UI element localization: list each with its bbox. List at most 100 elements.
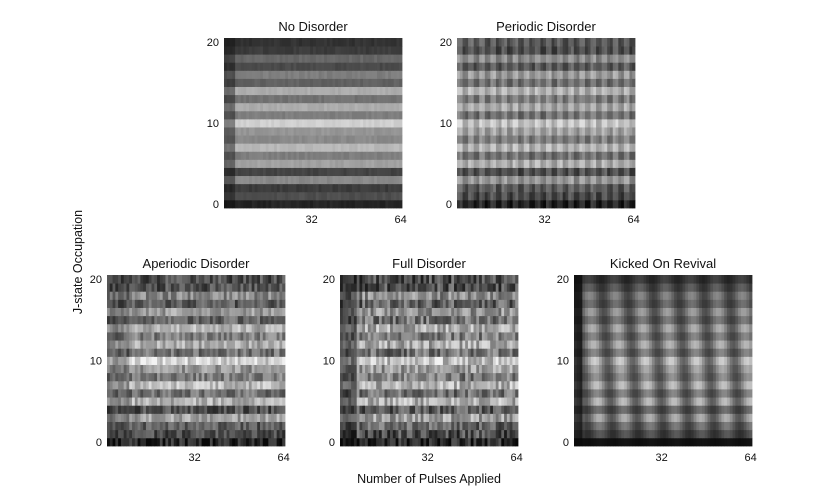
heatmap-cell	[612, 102, 616, 112]
heatmap-cell	[273, 356, 278, 365]
heatmap-cell	[115, 429, 119, 439]
heatmap-cell	[310, 183, 314, 193]
heatmap-cell	[462, 118, 466, 128]
heatmap-cell	[388, 86, 392, 96]
heatmap-cell	[212, 315, 216, 325]
heatmap-cell	[562, 78, 566, 87]
heatmap-cell	[498, 86, 502, 96]
heatmap-cell	[315, 167, 319, 177]
heatmap-cell	[473, 46, 477, 55]
heatmap-cell	[498, 413, 502, 422]
heatmap-cell	[392, 405, 397, 414]
heatmap-cell	[279, 405, 283, 414]
heatmap-cell	[401, 364, 405, 374]
heatmap-cell	[109, 332, 113, 341]
heatmap-cell	[537, 199, 541, 209]
heatmap-cell	[582, 191, 586, 201]
heatmap-cell	[473, 421, 477, 431]
heatmap-cell	[501, 199, 505, 209]
heatmap-cell	[273, 340, 278, 349]
heatmap-cell	[170, 364, 175, 374]
heatmap-cell	[388, 159, 392, 168]
heatmap-cell	[390, 151, 395, 160]
heatmap-cell	[357, 199, 361, 209]
heatmap-cell	[359, 332, 363, 341]
heatmap-cell	[456, 413, 460, 422]
heatmap-cell	[234, 299, 239, 308]
heatmap-cell	[576, 46, 580, 55]
heatmap-cell	[512, 167, 516, 177]
heatmap-cell	[351, 356, 355, 365]
heatmap-cell	[276, 183, 281, 193]
heatmap-cell	[165, 397, 169, 406]
heatmap-cell	[462, 110, 466, 120]
heatmap-cell	[348, 397, 352, 406]
heatmap-cell	[282, 372, 286, 382]
heatmap-cell	[587, 159, 591, 168]
heatmap-cell	[459, 397, 463, 406]
heatmap-cell	[484, 356, 488, 365]
heatmap-cell	[259, 405, 264, 414]
heatmap-cell	[262, 275, 266, 284]
heatmap-cell	[388, 199, 392, 209]
heatmap-cell	[335, 191, 339, 201]
heatmap-cell	[262, 127, 267, 136]
heatmap-cell	[509, 135, 514, 144]
heatmap-cell	[607, 118, 611, 128]
heatmap-cell	[365, 151, 370, 160]
heatmap-cell	[571, 199, 575, 209]
heatmap-cell	[609, 167, 614, 177]
heatmap-cell	[465, 372, 469, 382]
heatmap-cell	[534, 191, 539, 201]
heatmap-cell	[159, 283, 164, 292]
heatmap-cell	[304, 86, 308, 96]
heatmap-cell	[118, 307, 122, 317]
heatmap-cell	[357, 183, 361, 193]
heatmap-cell	[162, 315, 166, 325]
heatmap-cell	[343, 38, 347, 47]
heatmap-cell	[343, 183, 347, 193]
heatmap-cell	[504, 38, 508, 47]
heatmap-cell	[546, 110, 550, 120]
heatmap-cell	[207, 397, 211, 406]
heatmap-cell	[112, 364, 116, 374]
heatmap-cell	[470, 413, 474, 422]
heatmap-cell	[370, 397, 374, 406]
heatmap-cell	[226, 183, 230, 193]
heatmap-cell	[223, 380, 227, 390]
heatmap-cell	[296, 102, 300, 112]
heatmap-cell	[248, 429, 253, 439]
heatmap-cell	[373, 405, 377, 414]
heatmap-cell	[562, 143, 566, 152]
heatmap-cell	[196, 299, 200, 308]
heatmap-cell	[623, 175, 628, 185]
heatmap-cell	[251, 356, 255, 365]
heatmap-cell	[459, 380, 463, 390]
heatmap-cell	[534, 102, 539, 112]
heatmap-cell	[576, 135, 580, 144]
heatmap-cell	[276, 283, 280, 292]
heatmap-cell	[251, 275, 255, 284]
heatmap-cell	[412, 364, 416, 374]
heatmap-cell	[232, 183, 236, 193]
heatmap-cell	[607, 135, 611, 144]
heatmap-cell	[548, 118, 552, 128]
heatmap-cell	[126, 421, 130, 431]
heatmap-cell	[329, 199, 333, 209]
heatmap-cell	[356, 323, 360, 333]
heatmap-cell	[523, 70, 527, 79]
heatmap-cell	[415, 348, 419, 357]
heatmap-cell	[112, 291, 116, 300]
heatmap-cell	[257, 429, 261, 439]
heatmap-cell	[467, 332, 472, 341]
heatmap-cell	[221, 372, 225, 382]
heatmap-cell	[109, 364, 113, 374]
heatmap-cell	[437, 348, 441, 357]
heatmap-cell	[273, 299, 278, 308]
heatmap-cell	[526, 54, 530, 63]
heatmap-cell	[476, 110, 480, 120]
heatmap-cell	[145, 340, 150, 349]
heatmap-cell	[276, 380, 280, 390]
heatmap-cell	[201, 332, 205, 341]
heatmap-cell	[392, 372, 397, 382]
